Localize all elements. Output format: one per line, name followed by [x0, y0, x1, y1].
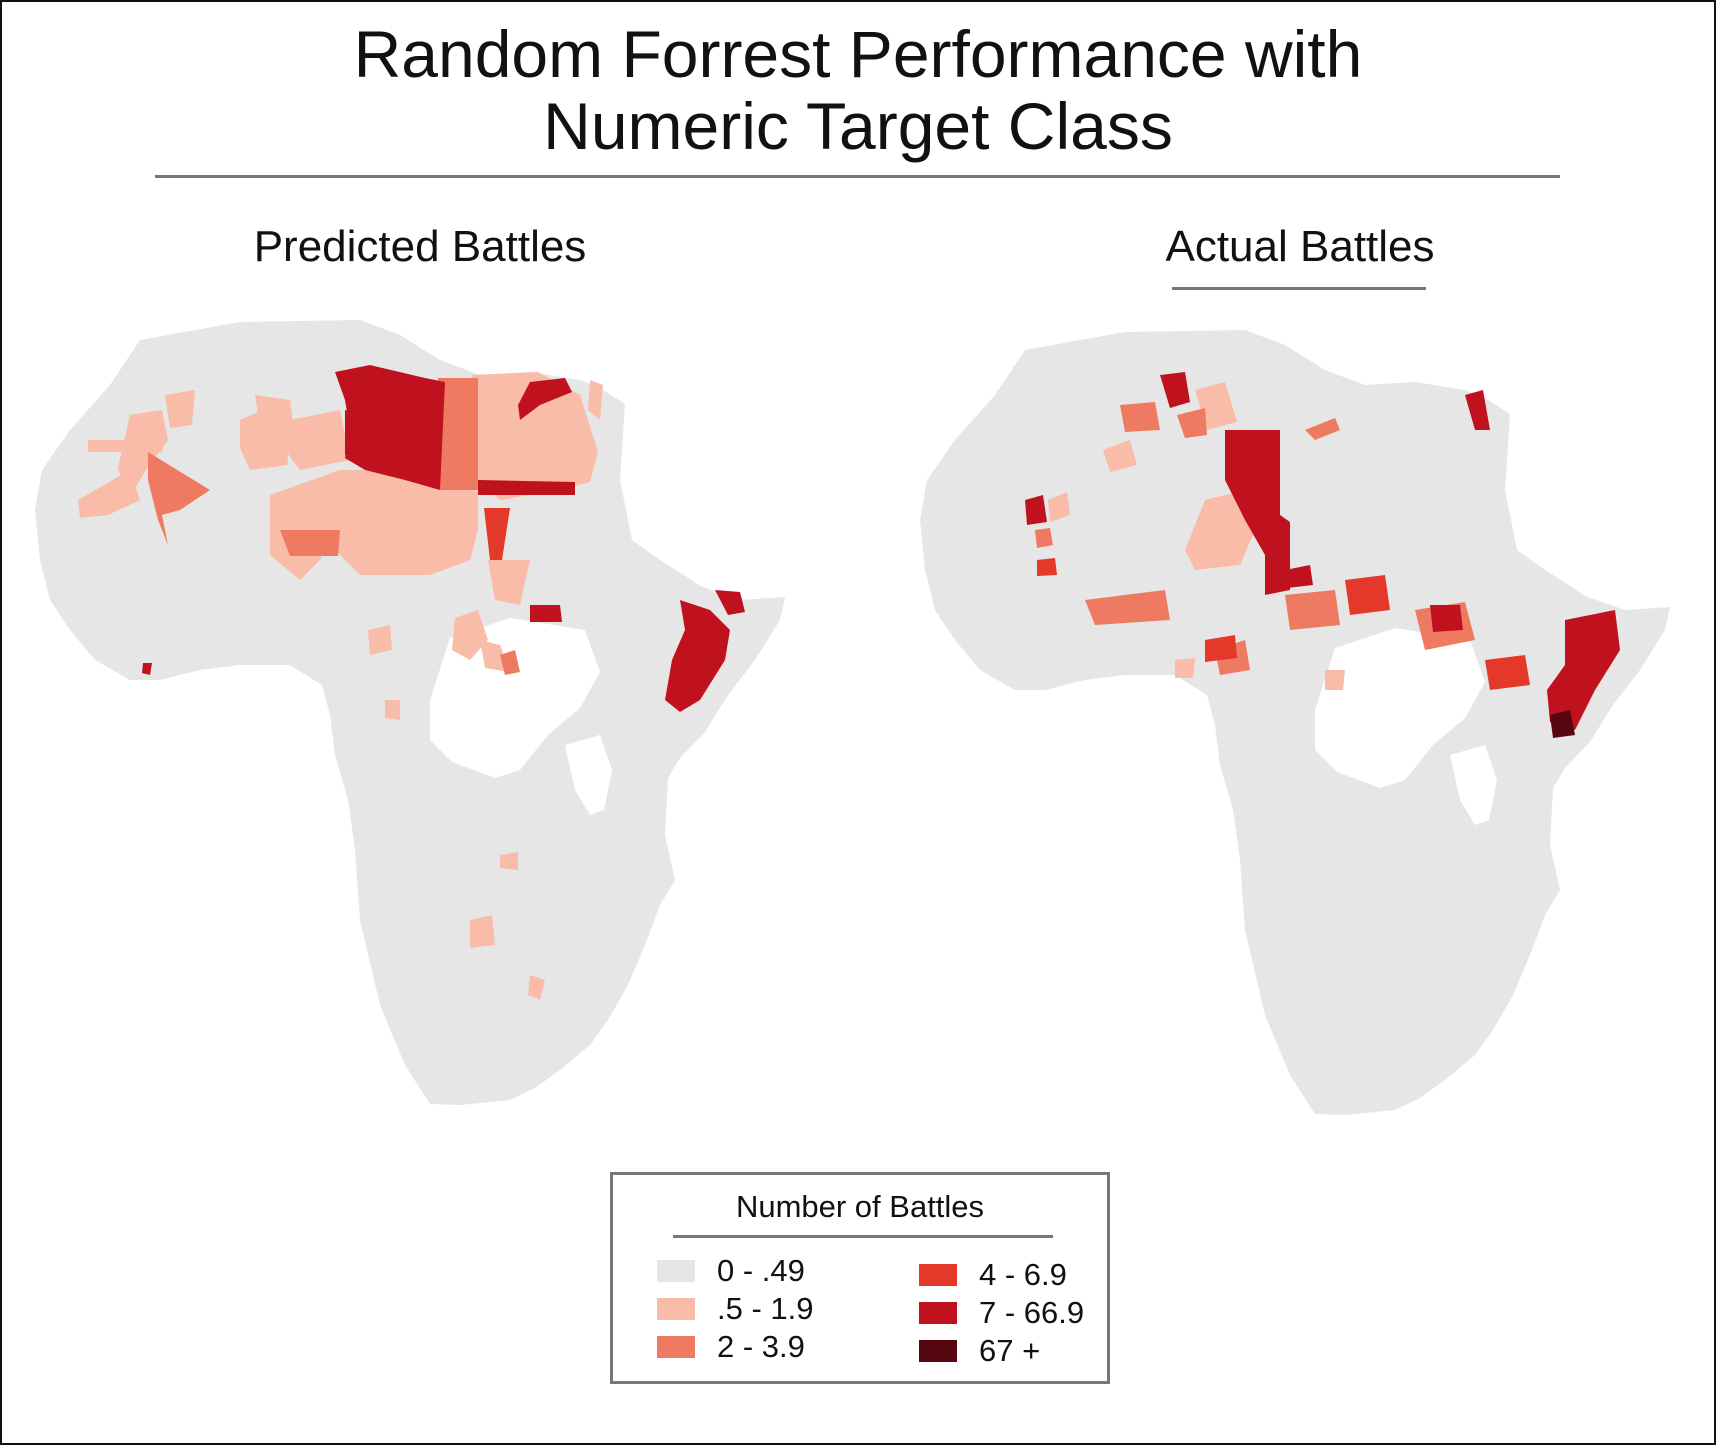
actual-region-e2 [1485, 655, 1530, 690]
legend-swatch [919, 1302, 957, 1324]
predicted-region-ne5 [478, 480, 575, 495]
actual-region-e3 [1430, 605, 1463, 632]
title-divider [155, 175, 1560, 178]
actual-region-ne2 [1465, 390, 1490, 430]
actual-region-n3 [1120, 402, 1160, 432]
actual-region-c1 [1185, 490, 1255, 570]
actual-region-w3 [1085, 590, 1170, 625]
predicted-region-c7 [368, 625, 392, 655]
legend-item: 0 - .49 [657, 1253, 805, 1288]
predicted-region-n3 [345, 410, 380, 455]
predicted-region-ne3 [588, 380, 603, 420]
predicted-region-s3 [528, 975, 545, 1000]
predicted-region-c4 [488, 560, 530, 605]
actual-region-somalia [1547, 610, 1620, 730]
actual-region-n2 [1103, 440, 1137, 472]
predicted-region-c3 [330, 470, 478, 575]
figure-title-line1: Random Forrest Performance with [353, 17, 1363, 91]
actual-region-c6 [1205, 635, 1237, 662]
actual-battles-map [920, 330, 1670, 1115]
legend-label: 67 + [979, 1333, 1041, 1368]
predicted-region-w6 [255, 395, 295, 440]
actual-region-n4 [1177, 408, 1207, 438]
legend-title: Number of Battles [735, 1189, 985, 1224]
actual-region-c8 [1285, 565, 1313, 588]
predicted-region-somalia [665, 600, 730, 712]
legend-label: .5 - 1.9 [717, 1291, 814, 1326]
predicted-region-c9 [280, 530, 340, 556]
predicted-region-e1 [715, 590, 745, 615]
actual-region-c3 [1325, 670, 1345, 690]
predicted-map-label: Predicted Battles [253, 222, 587, 271]
legend-label: 0 - .49 [717, 1253, 805, 1288]
actual-region-e4 [1550, 710, 1575, 738]
actual-map-label: Actual Battles [1165, 222, 1435, 271]
legend-item: .5 - 1.9 [657, 1291, 814, 1326]
predicted-region-w3 [78, 470, 140, 518]
predicted-region-n1 [438, 378, 478, 490]
predicted-region-w8 [142, 663, 152, 675]
actual-region-c2 [1175, 658, 1195, 678]
actual-region-w5 [1025, 495, 1047, 525]
predicted-nodata-east [565, 735, 612, 815]
predicted-region-ne4 [518, 378, 572, 420]
legend-swatch [657, 1298, 695, 1320]
actual-region-n5 [1160, 372, 1190, 408]
legend-swatch [919, 1264, 957, 1286]
actual-region-w1 [1048, 492, 1070, 522]
legend-swatch [657, 1260, 695, 1282]
actual-region-w4 [1037, 558, 1057, 576]
legend-box: Number of Battles 0 - .49 .5 - 1.9 2 - 3… [610, 1172, 1110, 1384]
predicted-region-ne2 [545, 398, 578, 470]
predicted-region-libya [335, 365, 445, 490]
legend-item: 7 - 66.9 [919, 1295, 1085, 1330]
figure-title-line2: Numeric Target Class [543, 89, 1173, 163]
predicted-region-n2 [484, 508, 510, 560]
legend-label: 7 - 66.9 [979, 1295, 1085, 1330]
legend-item: 4 - 6.9 [919, 1257, 1067, 1292]
legend-swatch [657, 1336, 695, 1358]
actual-region-ne1 [1305, 418, 1340, 440]
predicted-nodata-central [430, 618, 600, 778]
actual-region-sudan [1225, 430, 1290, 595]
legend-item: 67 + [919, 1333, 1041, 1368]
legend-label: 4 - 6.9 [979, 1257, 1067, 1292]
predicted-region-s2 [500, 852, 518, 870]
actual-nodata-east [1450, 745, 1497, 825]
predicted-battles-map [35, 320, 785, 1105]
predicted-region-c8 [385, 700, 400, 720]
legend-item: 2 - 3.9 [657, 1329, 805, 1364]
legend-label: 2 - 3.9 [717, 1329, 805, 1364]
actual-label-underline [1172, 287, 1426, 290]
predicted-region-c1 [285, 410, 350, 470]
predicted-region-w7 [148, 452, 210, 545]
legend-swatch [919, 1340, 957, 1362]
predicted-region-w4 [165, 390, 195, 428]
actual-nodata-central [1315, 628, 1485, 788]
predicted-region-e2 [530, 605, 562, 622]
actual-region-c7 [1345, 575, 1390, 615]
predicted-region-s1 [470, 915, 495, 948]
legend-divider [673, 1235, 1053, 1238]
predicted-region-c10 [500, 650, 520, 675]
actual-region-c5 [1285, 590, 1340, 630]
predicted-region-c5 [452, 610, 488, 660]
actual-region-w2 [1035, 528, 1053, 548]
